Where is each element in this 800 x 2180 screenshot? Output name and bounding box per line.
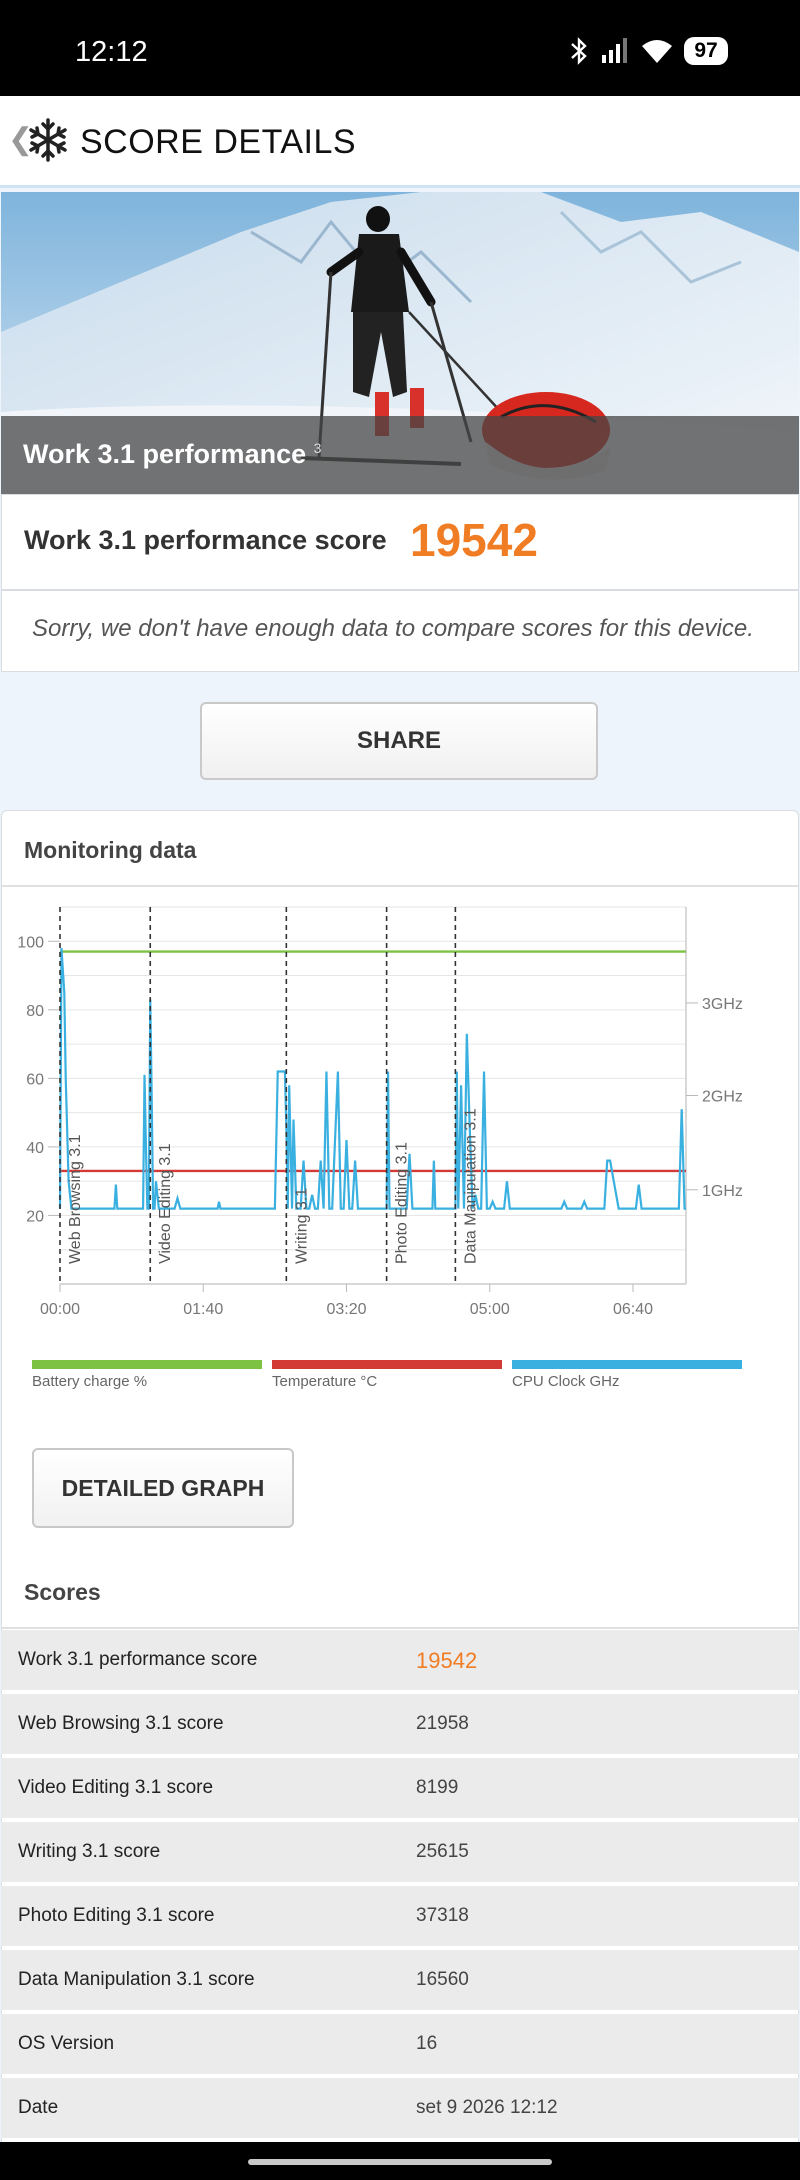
x-tick-label: 00:00 [40, 1301, 80, 1318]
home-gesture-handle[interactable] [248, 2159, 552, 2165]
comparison-note-text: Sorry, we don't have enough data to comp… [32, 615, 754, 642]
table-row: Video Editing 3.1 score 8199 [1, 1758, 799, 1818]
series-line [58, 948, 686, 1210]
x-tick-label: 03:20 [326, 1301, 366, 1318]
phase-marker-label: Photo Editing 3.1 [394, 1142, 411, 1264]
table-row: Web Browsing 3.1 score 21958 [1, 1694, 799, 1754]
y-tick-label: 20 [26, 1208, 44, 1225]
row-value: 16560 [416, 1969, 469, 1990]
score-summary: Work 3.1 performance score 19542 [1, 494, 799, 590]
y-tick-label: 60 [26, 1071, 44, 1088]
legend-battery-swatch [32, 1360, 262, 1369]
legend-temperature-swatch [272, 1360, 502, 1369]
table-row: Date set 9 2026 12:12 [1, 2078, 799, 2138]
phase-marker-label: Web Browsing 3.1 [67, 1134, 84, 1264]
row-label: Web Browsing 3.1 score [18, 1713, 224, 1734]
snowflake-icon [29, 118, 67, 162]
y2-tick-label: 1GHz [702, 1183, 743, 1200]
wifi-icon [642, 40, 672, 63]
row-label: Data Manipulation 3.1 score [18, 1969, 255, 1990]
share-button[interactable]: SHARE [200, 702, 598, 780]
status-icons: 97 [568, 36, 728, 66]
phase-marker-label: Video Editing 3.1 [157, 1143, 174, 1264]
back-chevron-icon[interactable]: ❮ [8, 123, 34, 156]
row-label: Video Editing 3.1 score [18, 1777, 214, 1798]
legend-cpu-clock: CPU Clock GHz [512, 1360, 742, 1390]
row-label: Date [18, 2097, 59, 2118]
row-value: 8199 [416, 1777, 459, 1798]
legend-temperature-label: Temperature °C [272, 1373, 378, 1390]
legend-battery: Battery charge % [32, 1360, 262, 1390]
y2-tick-label: 3GHz [702, 996, 743, 1013]
row-label: Photo Editing 3.1 score [18, 1905, 215, 1926]
x-tick-label: 06:40 [613, 1301, 653, 1318]
row-value: 25615 [416, 1841, 469, 1862]
signal-icon [602, 38, 627, 63]
legend-temperature: Temperature °C [272, 1360, 502, 1390]
phase-marker-label: Data Manipulation 3.1 [462, 1108, 479, 1264]
scores-title: Scores [24, 1579, 101, 1605]
row-value: 19542 [416, 1648, 478, 1673]
x-tick-label: 01:40 [183, 1301, 223, 1318]
monitoring-chart: 100 80 60 40 20 3GHz 2GHz 1GHz 00:00 01:40 03:20 05… [17, 906, 743, 1318]
row-value: 21958 [416, 1713, 469, 1734]
navigation-bar [0, 2142, 800, 2180]
y-tick-label: 80 [26, 1003, 44, 1020]
row-label: Work 3.1 performance score [18, 1649, 258, 1670]
detailed-graph-button[interactable]: DETAILED GRAPH [32, 1448, 294, 1528]
battery-level: 97 [684, 37, 728, 65]
y-tick-label: 40 [26, 1140, 44, 1157]
score-label: Work 3.1 performance score [24, 525, 387, 555]
page-title: SCORE DETAILS [80, 123, 357, 161]
score-value: 19542 [410, 514, 538, 566]
y-tick-label: 100 [17, 934, 44, 951]
comparison-note: Sorry, we don't have enough data to comp… [1, 590, 799, 672]
row-value: 16 [416, 2033, 438, 2054]
bluetooth-icon [571, 37, 587, 65]
phase-marker-label: Writing 3.1 [293, 1188, 310, 1264]
row-value: set 9 2026 12:12 [416, 2097, 558, 2118]
hero-banner: Work 3.1 performance 3 [1, 192, 799, 494]
legend-cpu-label: CPU Clock GHz [512, 1373, 620, 1390]
hero-title: Work 3.1 performance 3 [23, 439, 322, 469]
table-row: Writing 3.1 score 25615 [1, 1822, 799, 1882]
hero-caption-band [1, 416, 799, 494]
legend-battery-label: Battery charge % [32, 1373, 148, 1390]
x-tick-label: 05:00 [470, 1301, 510, 1318]
legend-cpu-swatch [512, 1360, 742, 1369]
table-row: Work 3.1 performance score 19542 [1, 1630, 799, 1690]
row-label: OS Version [18, 2033, 115, 2054]
table-row: OS Version 16 [1, 2014, 799, 2074]
status-bar: 12:12 97 [0, 0, 800, 96]
table-row: Photo Editing 3.1 score 37318 [1, 1886, 799, 1946]
row-value: 37318 [416, 1905, 469, 1926]
app-bar: ❮ SCORE DETAILS [0, 96, 800, 188]
y2-tick-label: 2GHz [702, 1089, 743, 1106]
monitoring-divider [2, 885, 798, 887]
scores-table: Work 3.1 performance score 19542 Web Brow… [1, 1630, 799, 2142]
table-row: Data Manipulation 3.1 score 16560 [1, 1950, 799, 2010]
row-label: Writing 3.1 score [18, 1841, 161, 1862]
status-time: 12:12 [75, 36, 148, 68]
scores-divider [2, 1627, 798, 1629]
monitoring-title: Monitoring data [24, 837, 197, 863]
